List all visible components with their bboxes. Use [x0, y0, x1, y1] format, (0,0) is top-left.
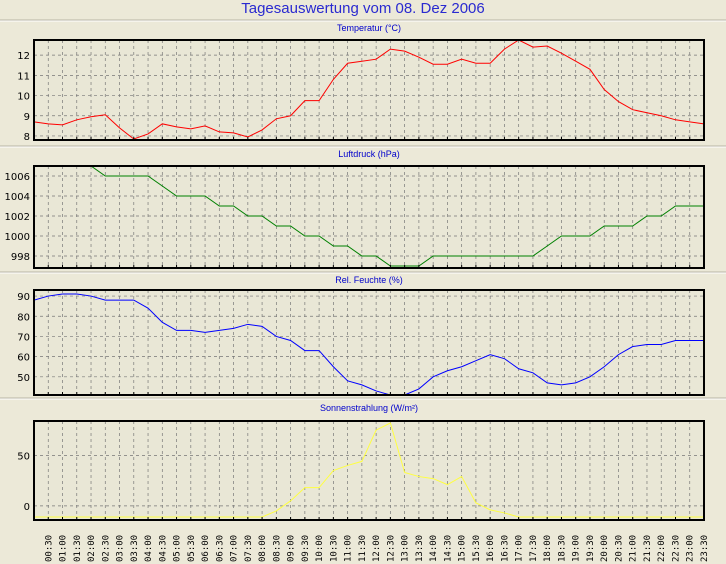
y-tick-label: 70 — [17, 332, 30, 343]
series-line — [90, 166, 704, 267]
y-tick-label: 1006 — [5, 172, 30, 183]
x-tick-label: 04:30 — [158, 535, 168, 562]
y-tick-label: 998 — [11, 252, 30, 263]
x-tick-label: 20:00 — [600, 535, 610, 562]
x-tick-label: 14:30 — [443, 535, 453, 562]
x-tick-label: 17:00 — [515, 535, 525, 562]
chart-title: Luftdruck (hPa) — [338, 149, 400, 159]
y-tick-label: 80 — [17, 312, 30, 323]
y-tick-label: 11 — [17, 71, 30, 82]
x-tick-label: 10:30 — [329, 535, 339, 562]
plot-frame — [33, 289, 705, 396]
plot-frame — [33, 39, 705, 141]
x-tick-label: 15:00 — [458, 535, 468, 562]
y-tick-label: 50 — [17, 451, 30, 462]
x-tick-label: 03:00 — [116, 535, 126, 562]
x-tick-label: 15:30 — [472, 535, 482, 562]
y-tick-label: 60 — [17, 353, 30, 364]
x-tick-label: 08:30 — [272, 535, 282, 562]
x-tick-label: 05:00 — [173, 535, 183, 562]
x-tick-label: 16:00 — [486, 535, 496, 562]
y-tick-label: 1000 — [5, 232, 30, 243]
x-tick-label: 07:30 — [244, 535, 254, 562]
y-tick-label: 8 — [24, 132, 30, 143]
x-tick-label: 03:30 — [130, 535, 140, 562]
x-tick-label: 07:00 — [230, 535, 240, 562]
x-tick-label: 01:30 — [73, 535, 83, 562]
y-tick-label: 1004 — [5, 192, 30, 203]
y-tick-label: 0 — [24, 502, 30, 513]
x-tick-label: 12:30 — [386, 535, 396, 562]
series-line — [34, 293, 704, 395]
x-tick-label: 13:00 — [401, 535, 411, 562]
chart-title: Temperatur (°C) — [337, 23, 401, 33]
x-tick-label: 23:00 — [686, 535, 696, 562]
x-tick-label: 05:30 — [187, 535, 197, 562]
y-tick-label: 10 — [17, 92, 30, 103]
series-line — [34, 422, 704, 518]
y-tick-label: 90 — [17, 292, 30, 303]
series-line — [34, 40, 704, 140]
x-tick-label: 04:00 — [144, 535, 154, 562]
x-tick-label: 19:00 — [572, 535, 582, 562]
x-tick-label: 02:30 — [101, 535, 111, 562]
y-tick-label: 9 — [24, 112, 30, 123]
plot-frame — [33, 420, 705, 521]
x-tick-label: 18:30 — [557, 535, 567, 562]
plot-area — [34, 290, 704, 395]
x-tick-label: 09:00 — [287, 535, 297, 562]
x-tick-label: 16:30 — [500, 535, 510, 562]
x-tick-label: 06:00 — [201, 535, 211, 562]
plot-area — [34, 421, 704, 520]
x-tick-label: 20:30 — [614, 535, 624, 562]
plot-frame — [33, 165, 705, 269]
x-tick-label: 11:30 — [358, 535, 368, 562]
x-tick-label: 12:00 — [372, 535, 382, 562]
plot-area — [34, 166, 704, 268]
x-tick-label: 21:30 — [643, 535, 653, 562]
y-tick-label: 50 — [17, 373, 30, 384]
x-tick-label: 14:00 — [429, 535, 439, 562]
chart-title: Sonnenstrahlung (W/m²) — [320, 403, 418, 413]
x-tick-label: 02:00 — [87, 535, 97, 562]
x-tick-label: 21:00 — [629, 535, 639, 562]
plot-area — [34, 40, 704, 140]
page-title: Tagesauswertung vom 08. Dez 2006 — [241, 0, 485, 17]
y-tick-label: 1002 — [5, 212, 30, 223]
x-tick-label: 00:30 — [44, 535, 54, 562]
x-tick-label: 08:00 — [258, 535, 268, 562]
x-tick-label: 10:00 — [315, 535, 325, 562]
x-tick-label: 17:30 — [529, 535, 539, 562]
x-tick-label: 18:00 — [543, 535, 553, 562]
y-tick-label: 12 — [17, 51, 30, 62]
x-tick-label: 23:30 — [700, 535, 710, 562]
x-tick-label: 09:30 — [301, 535, 311, 562]
x-tick-label: 06:30 — [215, 535, 225, 562]
x-tick-label: 11:00 — [344, 535, 354, 562]
chart-title: Rel. Feuchte (%) — [335, 275, 403, 285]
x-tick-label: 22:30 — [671, 535, 681, 562]
x-tick-label: 22:00 — [657, 535, 667, 562]
x-tick-label: 13:30 — [415, 535, 425, 562]
x-tick-label: 19:30 — [586, 535, 596, 562]
x-tick-label: 01:00 — [59, 535, 69, 562]
